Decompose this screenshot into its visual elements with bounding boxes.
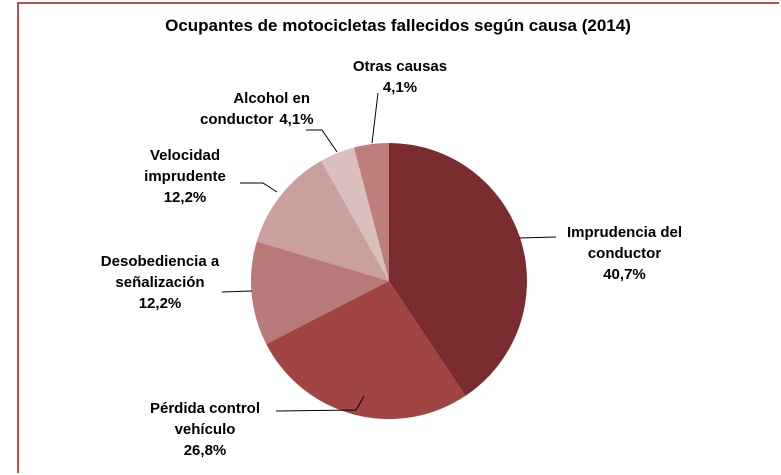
leader-line [240,182,278,193]
leader-line [371,92,379,144]
value-label: 26,8% [183,442,227,459]
pie-slice [353,143,389,281]
category-label: Velocidad imprudente [144,147,226,185]
data-label: Otras causas 4,1% [335,56,465,98]
pie-slice [256,160,389,281]
data-label: Pérdida control vehículo 26,8% [130,398,280,461]
category-label: Desobediencia a señalización [100,253,220,291]
chart-frame [17,2,779,473]
value-label: 40,7% [603,266,646,283]
pie-slice [266,281,466,420]
leader-line [275,395,365,412]
category-label: Pérdida control vehículo [149,400,261,438]
leader-line [518,236,557,239]
value-label: 4,1% [279,111,314,128]
pie-slice [321,147,389,281]
leader-line [306,129,338,153]
chart-title: Ocupantes de motocicletas fallecidos seg… [165,16,631,35]
value-label: 12,2% [138,295,182,312]
data-label: Desobediencia a señalización 12,2% [85,251,235,314]
pie-slice [251,241,389,345]
leader-line [221,290,253,293]
value-label: 12,2% [163,189,207,206]
leader-lines [221,92,557,412]
data-label: Velocidad imprudente 12,2% [120,145,250,208]
data-label: Alcohol en conductor 4,1% [200,88,314,130]
category-label: Alcohol en conductor [200,90,310,128]
category-label: Imprudencia del conductor [566,224,683,262]
data-label: Imprudencia del conductor 40,7% [552,222,697,285]
category-label: Otras causas [352,58,448,75]
value-label: 4,1% [382,79,418,96]
pie-slice [389,143,528,396]
